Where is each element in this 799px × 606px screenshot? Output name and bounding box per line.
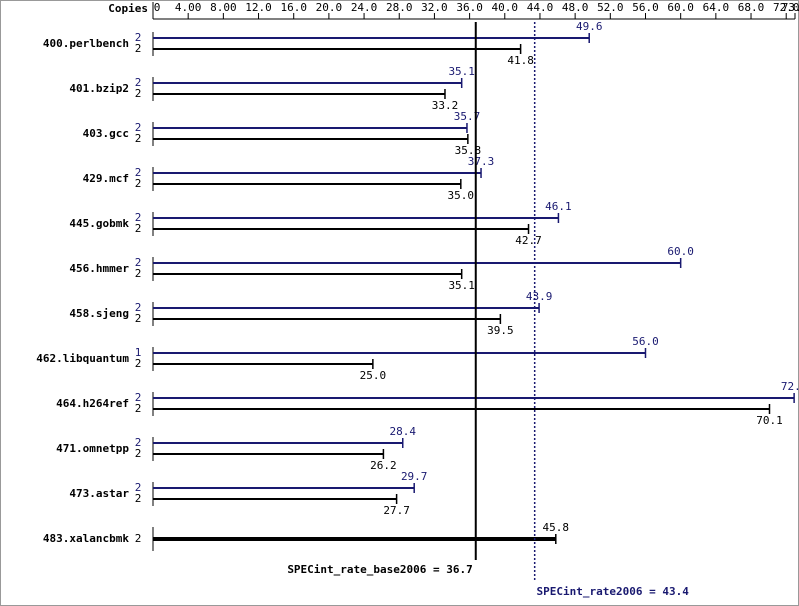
category-label: 400.perlbench <box>43 37 129 50</box>
value-label: 35.8 <box>455 144 482 157</box>
category-label: 445.gobmk <box>69 217 129 230</box>
copies-label: 2 <box>135 31 142 44</box>
x-tick-label: 64.0 <box>703 1 730 14</box>
value-label: 46.1 <box>545 200 572 213</box>
copies-label: 2 <box>135 177 142 190</box>
copies-label: 2 <box>135 481 142 494</box>
reference-label: SPECint_rate_base2006 = 36.7 <box>287 563 472 576</box>
value-label: 33.2 <box>432 99 459 112</box>
category-label: 401.bzip2 <box>69 82 129 95</box>
x-tick-label: 0 <box>154 1 161 14</box>
value-label: 28.4 <box>390 425 417 438</box>
copies-label: 2 <box>135 312 142 325</box>
x-tick-label: 20.0 <box>316 1 343 14</box>
copies-label: 2 <box>135 42 142 55</box>
x-tick-label: 28.0 <box>386 1 413 14</box>
value-label: 70.1 <box>756 414 783 427</box>
copies-label: 2 <box>135 267 142 280</box>
category-label: 403.gcc <box>83 127 129 140</box>
value-label: 72.9 <box>781 380 799 393</box>
x-tick-label: 40.0 <box>492 1 519 14</box>
value-label: 56.0 <box>632 335 659 348</box>
copies-label: 2 <box>135 76 142 89</box>
value-label: 42.7 <box>515 234 542 247</box>
copies-label: 2 <box>135 357 142 370</box>
x-tick-label: 36.0 <box>456 1 483 14</box>
copies-label: 2 <box>135 447 142 460</box>
copies-label: 2 <box>135 492 142 505</box>
x-tick-label: 8.00 <box>210 1 237 14</box>
copies-label: 2 <box>135 121 142 134</box>
x-tick-label: 44.0 <box>527 1 554 14</box>
value-label: 29.7 <box>401 470 428 483</box>
value-label: 45.8 <box>543 521 570 534</box>
copies-label: 2 <box>135 301 142 314</box>
category-label: 429.mcf <box>83 172 129 185</box>
copies-label: 1 <box>135 346 142 359</box>
category-label: 483.xalancbmk <box>43 532 129 545</box>
copies-label: 2 <box>135 87 142 100</box>
x-tick-label: 52.0 <box>597 1 624 14</box>
category-label: 458.sjeng <box>69 307 129 320</box>
value-label: 26.2 <box>370 459 397 472</box>
copies-label: 2 <box>135 436 142 449</box>
value-label: 25.0 <box>360 369 387 382</box>
value-label: 27.7 <box>383 504 410 517</box>
copies-label: 2 <box>135 256 142 269</box>
x-tick-label: 32.0 <box>421 1 448 14</box>
copies-label: 2 <box>135 532 142 545</box>
x-tick-label: 4.00 <box>175 1 202 14</box>
value-label: 35.1 <box>448 65 475 78</box>
category-label: 473.astar <box>69 487 129 500</box>
category-label: 471.omnetpp <box>56 442 129 455</box>
copies-header: Copies <box>108 2 148 15</box>
x-tick-label: 72.0 <box>773 1 799 14</box>
value-label: 35.7 <box>454 110 481 123</box>
copies-label: 2 <box>135 391 142 404</box>
x-tick-label: 12.0 <box>245 1 272 14</box>
value-label: 35.0 <box>448 189 475 202</box>
x-tick-label: 60.0 <box>667 1 694 14</box>
x-tick-label: 68.0 <box>738 1 765 14</box>
value-label: 49.6 <box>576 20 603 33</box>
value-label: 60.0 <box>667 245 694 258</box>
copies-label: 2 <box>135 402 142 415</box>
x-tick-label: 48.0 <box>562 1 589 14</box>
copies-label: 2 <box>135 211 142 224</box>
category-label: 464.h264ref <box>56 397 129 410</box>
category-label: 456.hmmer <box>69 262 129 275</box>
copies-label: 2 <box>135 222 142 235</box>
copies-label: 2 <box>135 132 142 145</box>
x-tick-label: 16.0 <box>280 1 307 14</box>
x-tick-label: 24.0 <box>351 1 378 14</box>
value-label: 41.8 <box>507 54 534 67</box>
value-label: 35.1 <box>448 279 475 292</box>
reference-label: SPECint_rate2006 = 43.4 <box>537 585 690 598</box>
x-tick-label: 56.0 <box>632 1 659 14</box>
value-label: 37.3 <box>468 155 495 168</box>
category-label: 462.libquantum <box>36 352 129 365</box>
x-tick-label: 73.0 <box>782 1 799 14</box>
copies-label: 2 <box>135 166 142 179</box>
value-label: 43.9 <box>526 290 553 303</box>
value-label: 39.5 <box>487 324 514 337</box>
